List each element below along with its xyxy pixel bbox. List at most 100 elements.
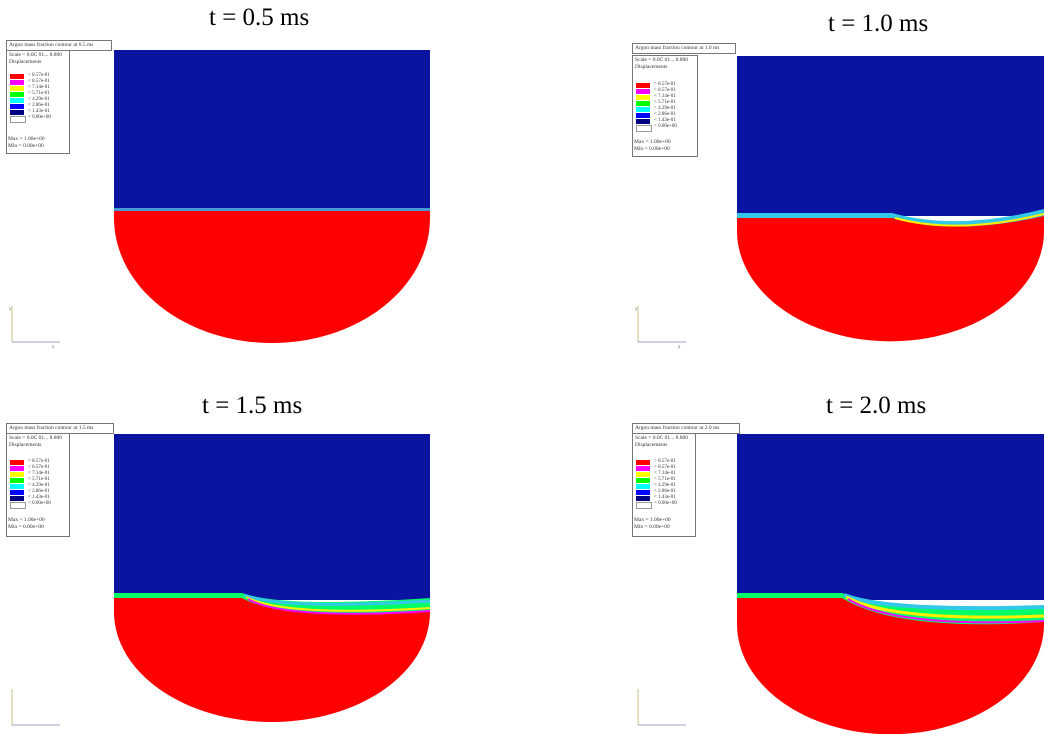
panel-2-axis-triad: y x [635,306,686,350]
panel-4-contour [737,434,1044,734]
panel-2-title: t = 1.0 ms [828,10,929,37]
upper-fluid-region [114,434,430,600]
legend-swatch [636,472,650,477]
legend-swatch [10,496,24,501]
legend-level-label: < 5.71e-01 [28,91,50,96]
legend-subheader: Scale = 0.0C 01... 8.800 [635,435,689,441]
upper-fluid-region [114,50,430,210]
legend-subheader2: Displacements [635,442,668,448]
legend-min: Min = 0.00e+00 [634,524,670,530]
upper-fluid-region [737,434,1044,600]
panel-4-title: t = 2.0 ms [826,392,927,419]
legend-subheader: Scale = 0.0C 01... 8.800 [635,57,689,63]
lower-fluid-region [114,596,430,722]
panel-3-contour [114,434,431,722]
legend-swatch [10,74,24,79]
legend-level-label: < 7.14e-01 [654,94,676,99]
legend-subheader2: Displacements [9,59,42,65]
legend-swatch [10,110,24,115]
lower-fluid-region [737,596,1044,734]
legend-level-label: < 1.43e-01 [654,118,676,123]
legend-level-label: < 1.43e-01 [654,495,676,500]
legend-swatch [10,466,24,471]
legend-subheader2: Displacements [635,64,668,70]
legend-level-label: < 1.43e-01 [28,495,50,500]
lower-fluid-region [737,212,1044,342]
interface-band [114,593,430,614]
legend-swatch [10,116,26,123]
legend-level-label: < 0.00e+00 [654,501,677,506]
legend-swatch [636,460,650,465]
legend-level-label: < 4.29e-01 [654,483,676,488]
legend-level-label: < 0.00e+00 [654,124,677,129]
legend-swatch [10,460,24,465]
legend-level-label: < 0.00e+00 [28,115,51,120]
legend-swatch [636,490,650,495]
legend-swatch [636,95,650,100]
svg-text:x: x [678,345,681,350]
legend-level-label: < 4.29e-01 [28,97,50,102]
lower-fluid-region [114,210,430,343]
legend-swatch [636,466,650,471]
panel-1-contour [114,50,430,343]
legend-level-label: > 8.57e-01 [654,459,676,464]
panel-2-contour [737,56,1044,342]
legend-swatch [10,86,24,91]
svg-text:y: y [635,307,638,312]
legend-level-label: > 8.57e-01 [654,82,676,87]
panel-4-axis-triad [637,689,686,726]
legend-swatch [10,98,24,103]
legend-subheader: Scale = 0.0C 01... 8.800 [9,52,63,58]
legend-level-label: > 8.57e-01 [28,459,50,464]
legend-box: Scale = 0.0C 01... 8.800 Displacements [632,55,698,157]
legend-subheader2: Displacements [9,442,42,448]
legend-level-label: < 8.57e-01 [654,465,676,470]
svg-text:y: y [9,307,12,312]
legend-header: Argon mass fraction contour at 1.0 ms [632,43,736,54]
legend-level-label: < 8.57e-01 [654,88,676,93]
legend-level-label: < 8.57e-01 [28,79,50,84]
upper-fluid-region [737,56,1044,216]
panel-3-title: t = 1.5 ms [202,392,303,419]
legend-swatch [636,484,650,489]
legend-level-label: < 2.86e-01 [28,489,50,494]
legend-swatch [636,502,652,509]
legend-swatch [10,502,26,509]
legend-level-label: < 2.86e-01 [654,489,676,494]
legend-swatch [636,107,650,112]
interface-band [114,208,430,211]
legend-swatch [10,92,24,97]
legend-min: Min = 0.00e+00 [634,146,670,152]
legend-level-label: < 7.14e-01 [28,471,50,476]
interface-band [737,209,1044,227]
legend-swatch [636,101,650,106]
legend-swatch [10,472,24,477]
legend-max: Max = 1.00e+00 [8,517,45,523]
legend-level-label: < 2.86e-01 [28,103,50,108]
legend-max: Max = 1.00e+00 [634,139,671,145]
legend-level-label: < 4.29e-01 [28,483,50,488]
legend-level-label: < 7.14e-01 [28,85,50,90]
legend-swatch [636,119,650,124]
legend-level-label: < 8.57e-01 [28,465,50,470]
legend-level-label: < 5.71e-01 [28,477,50,482]
legend-subheader: Scale = 0.0C 01... 8.800 [9,435,63,441]
legend-min: Min = 0.00e+00 [8,143,44,149]
legend-min: Min = 0.00e+00 [8,524,44,530]
panel-3-axis-triad [11,689,60,726]
legend-swatch [10,490,24,495]
legend-swatch [636,89,650,94]
legend-max: Max = 1.00e+00 [8,136,45,142]
panel-1-axis-triad: y x [9,306,60,350]
legend-level-label: < 4.29e-01 [654,106,676,111]
legend-swatch [10,104,24,109]
legend-swatch [10,80,24,85]
svg-text:x: x [52,345,55,350]
legend-level-label: < 0.00e+00 [28,501,51,506]
legend-level-label: < 1.43e-01 [28,109,50,114]
legend-level-label: < 2.86e-01 [654,112,676,117]
legend-level-label: > 8.57e-01 [28,73,50,78]
legend-level-label: < 7.14e-01 [654,471,676,476]
legend-level-label: < 5.71e-01 [654,100,676,105]
legend-level-label: < 5.71e-01 [654,477,676,482]
